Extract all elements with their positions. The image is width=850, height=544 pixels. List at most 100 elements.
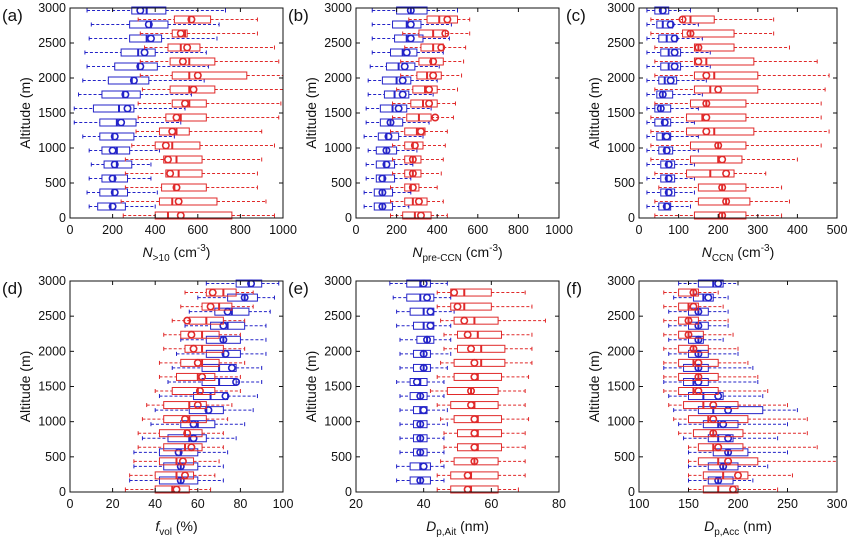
y-axis-label: Altitude (m) bbox=[17, 351, 33, 423]
y-tick-label: 1000 bbox=[38, 141, 66, 155]
mean-marker bbox=[408, 155, 417, 164]
box bbox=[688, 335, 704, 344]
mean-marker bbox=[144, 20, 153, 29]
box bbox=[683, 401, 739, 410]
panel-f: (f)100 150 200 250 3000500100015002000250030… bbox=[566, 274, 847, 538]
x-tick-label: 300 bbox=[827, 497, 848, 511]
mean-marker bbox=[425, 99, 434, 108]
mean-marker bbox=[419, 406, 428, 415]
mean-marker bbox=[394, 104, 403, 113]
mean-marker bbox=[463, 471, 472, 480]
y-tick-label: 2500 bbox=[38, 36, 66, 50]
mean-marker bbox=[416, 448, 425, 457]
mean-marker bbox=[662, 132, 671, 141]
mean-marker bbox=[176, 29, 185, 38]
box bbox=[107, 76, 150, 85]
box bbox=[702, 471, 749, 480]
mean-marker bbox=[181, 99, 190, 108]
mean-marker bbox=[221, 392, 230, 401]
box bbox=[404, 197, 428, 206]
mean-marker bbox=[416, 211, 425, 220]
mean-marker bbox=[110, 160, 119, 169]
y-tick-label: 1000 bbox=[324, 141, 352, 155]
mean-marker bbox=[166, 169, 175, 178]
mean-marker bbox=[187, 330, 196, 339]
mean-marker bbox=[419, 349, 428, 358]
panel-label: (e) bbox=[288, 279, 309, 298]
mean-marker bbox=[398, 90, 407, 99]
mean-marker bbox=[467, 401, 476, 410]
mean-marker bbox=[666, 76, 675, 85]
mean-marker bbox=[232, 377, 241, 386]
box bbox=[184, 344, 224, 353]
box bbox=[660, 48, 682, 57]
y-tick-label: 500 bbox=[331, 450, 352, 464]
mean-marker bbox=[406, 20, 415, 29]
mean-marker bbox=[670, 62, 679, 71]
mean-marker bbox=[378, 174, 387, 183]
mean-marker bbox=[718, 155, 727, 164]
mean-marker bbox=[195, 386, 204, 395]
mean-marker bbox=[733, 471, 742, 480]
mean-marker bbox=[382, 160, 391, 169]
mean-marker bbox=[408, 183, 417, 192]
mean-marker bbox=[189, 344, 198, 353]
mean-marker bbox=[666, 20, 675, 29]
x-axis-label-part: N bbox=[702, 244, 713, 260]
y-tick-label: 1000 bbox=[607, 415, 635, 429]
x-axis-label-part: (cm bbox=[462, 244, 489, 260]
mean-marker bbox=[729, 485, 738, 494]
x-axis-label-part: (nm) bbox=[456, 518, 489, 534]
mean-marker bbox=[386, 118, 395, 127]
mean-marker bbox=[714, 279, 723, 288]
x-tick-label: 80 bbox=[233, 497, 247, 511]
y-tick-label: 2500 bbox=[38, 309, 66, 323]
x-axis-label-part: -3 bbox=[761, 243, 770, 254]
y-tick-label: 2000 bbox=[324, 344, 352, 358]
mean-marker bbox=[658, 90, 667, 99]
box bbox=[114, 62, 158, 71]
mean-marker bbox=[425, 85, 434, 94]
mean-marker bbox=[402, 48, 411, 57]
mean-marker bbox=[714, 476, 723, 485]
x-axis-label-part: p,Ait bbox=[436, 527, 456, 538]
box bbox=[101, 146, 131, 155]
box bbox=[154, 471, 195, 480]
mean-marker bbox=[684, 330, 693, 339]
mean-marker bbox=[662, 202, 671, 211]
x-axis-label-part: p,Acc bbox=[714, 527, 739, 538]
box bbox=[171, 71, 248, 80]
box bbox=[689, 99, 747, 108]
mean-marker bbox=[176, 211, 185, 220]
box bbox=[707, 434, 734, 443]
x-axis-label-part: ) bbox=[498, 244, 503, 260]
box bbox=[686, 127, 755, 136]
x-tick-label: 100 bbox=[668, 223, 689, 237]
mean-marker bbox=[181, 471, 190, 480]
y-axis-label: Altitude (m) bbox=[303, 351, 319, 423]
box bbox=[678, 288, 699, 297]
y-tick-label: 500 bbox=[614, 176, 635, 190]
box bbox=[99, 118, 137, 127]
mean-marker bbox=[172, 183, 181, 192]
box bbox=[712, 448, 749, 457]
box bbox=[165, 113, 207, 122]
mean-marker bbox=[206, 302, 215, 311]
mean-marker bbox=[437, 43, 446, 52]
box bbox=[418, 29, 446, 38]
y-tick-label: 2500 bbox=[324, 36, 352, 50]
mean-marker bbox=[163, 155, 172, 164]
x-tick-label: 1000 bbox=[269, 223, 297, 237]
x-tick-label: 200 bbox=[102, 223, 123, 237]
box bbox=[658, 76, 678, 85]
mean-marker bbox=[694, 358, 703, 367]
mean-marker bbox=[709, 429, 718, 438]
mean-marker bbox=[722, 197, 731, 206]
mean-marker bbox=[108, 146, 117, 155]
mean-marker bbox=[670, 48, 679, 57]
mean-marker bbox=[221, 349, 230, 358]
box bbox=[453, 316, 499, 325]
mean-marker bbox=[714, 141, 723, 150]
mean-marker bbox=[193, 71, 202, 80]
mean-marker bbox=[431, 113, 440, 122]
